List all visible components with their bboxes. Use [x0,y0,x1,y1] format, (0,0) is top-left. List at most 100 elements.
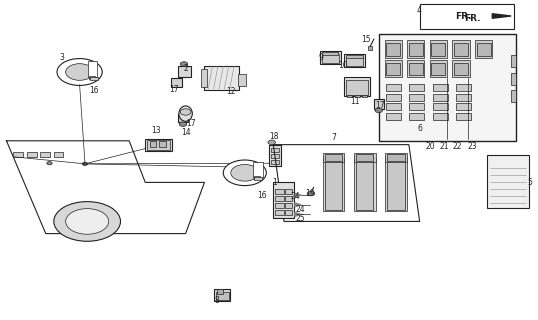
Bar [275,203,284,208]
Bar [325,160,342,210]
Bar [452,60,470,77]
Bar [431,63,445,75]
Text: 24: 24 [291,192,300,201]
Bar [269,145,281,166]
Text: 23: 23 [468,142,477,151]
Bar [254,177,262,180]
Bar [386,43,400,56]
Text: 4: 4 [416,6,421,15]
Bar [54,152,63,157]
Bar [386,94,401,101]
Bar [456,113,471,120]
Bar [368,46,372,50]
Text: 20: 20 [426,142,435,151]
Bar [409,63,423,75]
Text: FR.: FR. [464,14,480,23]
Circle shape [66,209,109,234]
Polygon shape [273,145,420,221]
Bar [385,40,402,58]
Bar [159,141,166,147]
Bar [385,153,407,162]
Bar [407,40,424,58]
Bar [275,196,284,201]
Circle shape [180,109,191,115]
Text: 12: 12 [226,87,236,96]
Bar [346,55,363,58]
Bar [322,54,339,63]
Bar [430,40,447,58]
Text: 25: 25 [295,214,305,223]
Bar [511,90,516,102]
Circle shape [57,59,102,85]
Bar [320,51,341,64]
Bar [273,182,294,218]
Bar [13,152,23,157]
Bar [430,60,447,77]
Circle shape [268,140,275,145]
Bar [145,139,172,151]
Bar [88,61,97,77]
Text: 1: 1 [272,178,277,187]
Bar [387,154,405,161]
Circle shape [47,162,52,165]
Bar [323,158,344,211]
Bar [322,52,338,55]
Text: 17: 17 [169,85,179,94]
Bar [27,152,37,157]
Bar [456,94,471,101]
Text: 5: 5 [527,178,533,187]
Bar [204,66,239,90]
Text: FR.: FR. [456,12,472,20]
Bar [374,99,384,109]
Bar [325,154,342,161]
Bar [386,84,401,91]
Text: 11: 11 [350,97,360,106]
Bar [344,54,365,67]
Text: 22: 22 [452,142,462,151]
Circle shape [223,160,266,186]
Bar [271,160,279,164]
Bar [285,196,292,201]
Bar [433,113,448,120]
Bar [407,60,424,77]
Bar [355,95,360,97]
Bar [217,289,223,294]
Circle shape [54,202,121,241]
Bar [456,103,471,110]
Text: 21: 21 [439,142,449,151]
Bar [475,40,492,58]
Circle shape [179,122,187,126]
Bar [354,158,376,211]
Bar [347,95,352,97]
Bar [511,73,516,85]
Bar [409,94,424,101]
Bar [214,289,230,301]
Bar [150,141,156,147]
Bar [253,162,263,178]
Bar [387,160,405,210]
Bar [344,77,370,96]
Text: 13: 13 [151,126,161,135]
Bar [346,57,363,66]
Bar [452,40,470,58]
Text: 16: 16 [257,191,267,200]
Text: 14: 14 [181,128,190,137]
Circle shape [375,108,383,113]
Text: 3: 3 [59,53,65,62]
Text: 16: 16 [89,86,99,95]
Text: 17: 17 [186,119,196,128]
Bar [354,153,376,162]
Bar [275,210,284,215]
Bar [409,43,423,56]
Bar [201,69,207,87]
Bar [386,113,401,120]
Bar [216,292,229,300]
Bar [420,4,514,29]
Bar [323,153,344,162]
Text: 7: 7 [331,133,336,142]
Bar [254,176,260,179]
Bar [238,74,246,86]
Bar [89,76,95,79]
Circle shape [66,64,94,80]
Bar [511,55,516,67]
